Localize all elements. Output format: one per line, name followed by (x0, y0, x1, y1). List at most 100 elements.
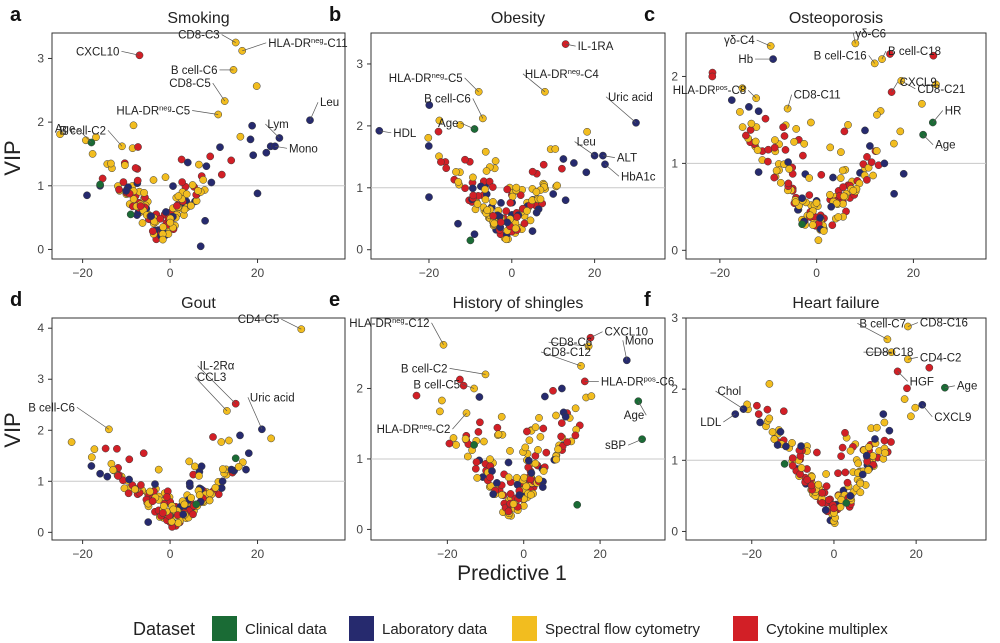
data-point (539, 160, 548, 169)
y-tick-label: 1 (671, 453, 678, 467)
data-point (814, 480, 823, 489)
data-point (536, 433, 545, 441)
data-point (56, 130, 64, 139)
data-point-lab (558, 384, 566, 393)
data-point-lab (527, 469, 536, 477)
data-point (472, 458, 481, 466)
point-label: HDL (393, 128, 417, 140)
data-point (792, 125, 801, 133)
data-point (227, 465, 236, 474)
y-tick-label: 1 (671, 156, 678, 170)
data-point (534, 446, 542, 454)
data-point (788, 439, 796, 447)
data-point (531, 459, 540, 468)
data-point (886, 50, 894, 58)
x-tick-label: −20 (710, 266, 731, 280)
data-point-lab (179, 510, 188, 519)
data-point (844, 121, 852, 129)
point-label: B cell-C2 (59, 125, 106, 137)
data-point-lab (528, 227, 537, 235)
data-point-lab (899, 169, 908, 178)
data-point (808, 221, 817, 229)
panel-title: Heart failure (792, 295, 879, 312)
data-point (483, 206, 492, 215)
data-point (785, 165, 794, 173)
label-leader (853, 33, 856, 44)
data-point (480, 437, 488, 446)
point-label: HLA-DRneg-C5 (116, 103, 190, 118)
data-point (907, 412, 915, 421)
x-tick-label: 0 (508, 266, 515, 280)
data-point (513, 213, 521, 221)
data-point (839, 200, 847, 208)
panel-frame (685, 317, 987, 541)
data-point (571, 404, 580, 413)
label-leader (212, 82, 226, 102)
data-point (159, 502, 168, 510)
data-point (765, 414, 774, 423)
data-point (829, 173, 837, 182)
data-point (834, 213, 843, 221)
data-point (67, 438, 76, 446)
data-point (525, 436, 534, 445)
data-point (846, 446, 855, 455)
data-point (90, 445, 99, 454)
data-point (434, 127, 443, 136)
point-label: Age (957, 381, 977, 393)
x-tick-label: 0 (520, 547, 527, 561)
label-leader (197, 365, 236, 404)
x-tick-label: 20 (251, 547, 265, 561)
data-point (461, 435, 470, 443)
data-point (225, 436, 233, 445)
label-leader (715, 390, 744, 410)
point-label: Leu (320, 97, 339, 109)
data-point (925, 363, 934, 372)
data-point (771, 136, 779, 144)
data-point (765, 380, 774, 388)
point-label: CXCL9 (900, 77, 937, 89)
data-point-lab (582, 168, 591, 177)
data-point (841, 468, 850, 477)
data-point (227, 156, 236, 165)
data-point (756, 418, 764, 427)
data-point (129, 195, 138, 203)
data-point (119, 178, 128, 186)
data-point (839, 183, 847, 191)
data-point (121, 161, 129, 170)
data-point (140, 188, 148, 197)
data-point-lab (879, 410, 888, 418)
point-label: γδ-C6 (855, 28, 886, 40)
x-axis-label: Predictive 1 (457, 562, 567, 585)
data-point (113, 444, 121, 453)
legend-item-lab: Laboratory data (349, 616, 488, 641)
data-point (136, 202, 145, 210)
y-tick-label: 2 (671, 69, 678, 83)
label-leader (461, 384, 475, 389)
point-label: B cell-C6 (424, 93, 471, 105)
data-point (816, 214, 824, 222)
data-point (493, 479, 501, 487)
point-label: ALT (617, 153, 637, 165)
x-tick-label: 20 (251, 266, 265, 280)
data-point (139, 449, 148, 458)
data-point (799, 151, 807, 160)
y-tick-label: 0 (37, 242, 44, 256)
labeled-point (214, 110, 223, 119)
data-point (788, 454, 797, 462)
data-point-lab (821, 506, 830, 514)
data-point-lab (561, 412, 570, 421)
labeled-point (638, 435, 646, 444)
data-point (863, 176, 871, 184)
point-label: HbA1c (621, 171, 656, 183)
data-point (873, 423, 881, 432)
data-point (217, 438, 226, 446)
point-label: Age (624, 410, 644, 422)
data-point-lab (798, 194, 806, 203)
data-point (791, 198, 800, 207)
data-point-clinical (466, 236, 475, 245)
data-point (553, 181, 561, 190)
point-label: CD8-C5 (169, 78, 211, 90)
data-point (173, 201, 181, 210)
data-point (856, 488, 865, 497)
